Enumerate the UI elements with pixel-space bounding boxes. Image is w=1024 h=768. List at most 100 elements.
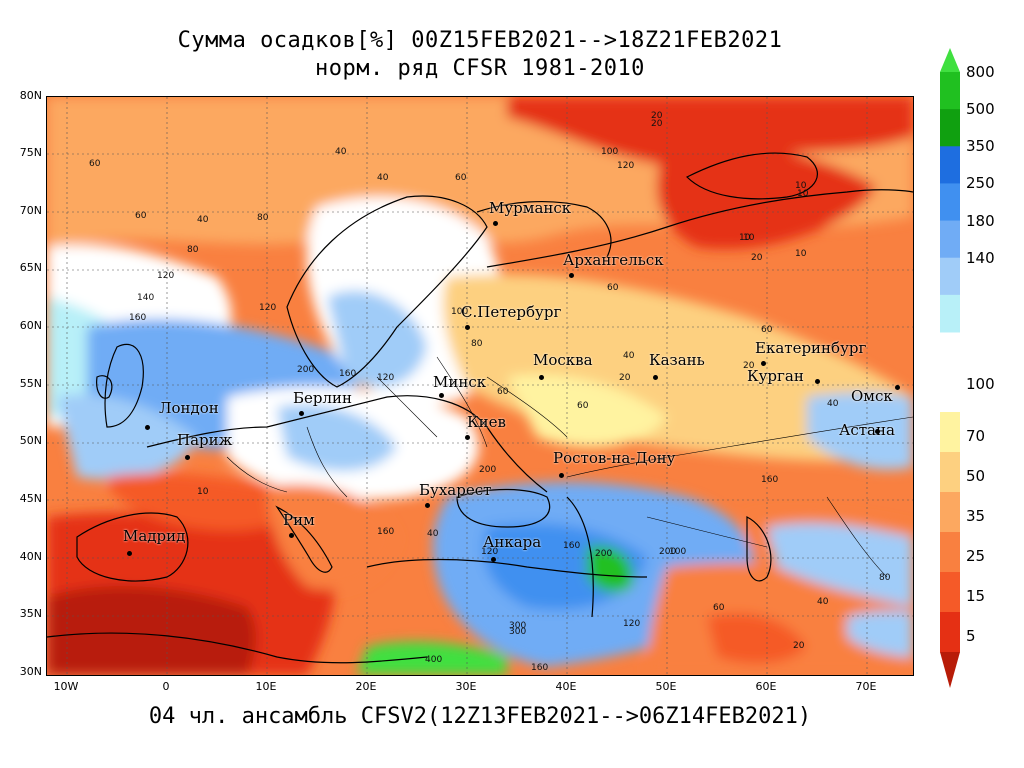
city-label: Омск bbox=[851, 387, 893, 405]
latitude-label: 80N bbox=[19, 89, 42, 102]
contour-value-label: 400 bbox=[425, 655, 443, 665]
contour-value-label: 40 bbox=[335, 147, 347, 157]
contour-value-label: 20 bbox=[751, 253, 763, 263]
legend-value-label: 25 bbox=[966, 547, 986, 565]
legend-value-label: 800 bbox=[966, 63, 995, 81]
contour-value-label: 20 bbox=[619, 373, 631, 383]
contour-value-label: 60 bbox=[761, 325, 773, 335]
color-legend: 800 500 350 250 180 140 100 70 50 35 25 15 5 bbox=[940, 48, 1024, 728]
contour-value-label: 40 bbox=[427, 529, 439, 539]
city-marker bbox=[539, 375, 544, 380]
contour-value-label: 120 bbox=[259, 303, 277, 313]
city-marker bbox=[439, 393, 444, 398]
contour-value-label: 60 bbox=[607, 283, 619, 293]
contour-value-label: 160 bbox=[339, 369, 357, 379]
contour-value-label: 200 bbox=[297, 365, 315, 375]
city-marker bbox=[289, 533, 294, 538]
contour-value-label: 120 bbox=[157, 271, 175, 281]
latitude-label: 65N bbox=[19, 261, 42, 274]
contour-value-label: 160 bbox=[129, 313, 147, 323]
contour-value-label: 40 bbox=[623, 351, 635, 361]
city-label: Курган bbox=[747, 367, 804, 385]
city-label: Анкара bbox=[483, 533, 542, 551]
contour-value-label: 80 bbox=[257, 213, 269, 223]
contour-value-label: 140 bbox=[137, 293, 155, 303]
city-label: Архангельск bbox=[563, 251, 664, 269]
contour-value-label: 200 bbox=[659, 547, 677, 557]
longitude-label: 10E bbox=[255, 680, 277, 693]
contour-value-label: 20 bbox=[651, 119, 663, 129]
latitude-label: 30N bbox=[19, 665, 42, 678]
contour-value-label: 120 bbox=[617, 161, 635, 171]
legend-value-label: 140 bbox=[966, 248, 995, 267]
contour-value-label: 120 bbox=[481, 547, 499, 557]
city-marker bbox=[465, 435, 470, 440]
legend-colorbar bbox=[940, 48, 960, 688]
legend-swatch bbox=[940, 220, 960, 259]
city-label: С.Петербург bbox=[461, 303, 562, 321]
legend-swatch bbox=[940, 452, 960, 493]
longitude-label: 10W bbox=[53, 680, 79, 693]
contour-value-label: 40 bbox=[827, 399, 839, 409]
city-marker bbox=[761, 361, 766, 366]
chart-subtitle: норм. ряд CFSR 1981-2010 bbox=[315, 56, 645, 81]
contour-value-label: 300 bbox=[509, 627, 527, 637]
city-label: Астана bbox=[839, 421, 895, 439]
coastlines bbox=[47, 152, 913, 664]
city-marker bbox=[465, 325, 470, 330]
legend-swatch bbox=[940, 532, 960, 573]
longitude-label: 30E bbox=[455, 680, 477, 693]
precipitation-field bbox=[47, 97, 913, 675]
contour-value-label: 60 bbox=[89, 159, 101, 169]
city-label: Казань bbox=[649, 351, 705, 369]
city-marker bbox=[895, 385, 900, 390]
contour-value-label: 160 bbox=[377, 527, 395, 537]
city-marker bbox=[493, 221, 498, 226]
contour-value-label: 60 bbox=[497, 387, 509, 397]
contour-value-label: 80 bbox=[879, 573, 891, 583]
latitude-label: 45N bbox=[19, 492, 42, 505]
contour-value-label: 10 bbox=[797, 189, 809, 199]
city-label: Бухарест bbox=[419, 481, 492, 499]
city-label: Киев bbox=[467, 413, 506, 431]
latitude-label: 70N bbox=[19, 204, 42, 217]
legend-swatch bbox=[940, 612, 960, 653]
contour-value-label: 20 bbox=[743, 361, 755, 371]
contour-value-label: 60 bbox=[577, 401, 589, 411]
legend-swatch bbox=[940, 572, 960, 613]
contour-value-label: 100 bbox=[601, 147, 619, 157]
city-marker bbox=[425, 503, 430, 508]
legend-value-label: 250 bbox=[966, 174, 995, 193]
longitude-label: 0 bbox=[162, 680, 170, 693]
city-label: Мадрид bbox=[123, 527, 186, 545]
contour-value-label: 40 bbox=[817, 597, 829, 607]
legend-swatch bbox=[940, 183, 960, 222]
legend-swatch bbox=[940, 412, 960, 453]
contour-value-label: 20 bbox=[793, 641, 805, 651]
longitude-label: 50E bbox=[655, 680, 677, 693]
city-label: Лондон bbox=[159, 399, 219, 417]
city-label: Ростов-на-Дону bbox=[553, 449, 676, 467]
contour-value-label: 10 bbox=[795, 249, 807, 259]
longitude-label: 60E bbox=[755, 680, 777, 693]
legend-swatch bbox=[940, 109, 960, 147]
legend-swatch bbox=[940, 492, 960, 533]
longitude-label: 20E bbox=[355, 680, 377, 693]
city-marker bbox=[127, 551, 132, 556]
city-marker bbox=[185, 455, 190, 460]
precipitation-map: 20 60 40 60 100 120 10 10 10 20 60 40 40 60 80 80 120 140… bbox=[46, 96, 914, 676]
legend-value-label: 180 bbox=[966, 211, 995, 230]
contour-value-label: 120 bbox=[623, 619, 641, 629]
contour-value-label: 20 bbox=[651, 111, 663, 121]
latitude-label: 55N bbox=[19, 377, 42, 390]
contour-value-label: 60 bbox=[713, 603, 725, 613]
map-grid bbox=[47, 97, 913, 675]
city-label: Минск bbox=[433, 373, 487, 391]
legend-value-label: 15 bbox=[966, 587, 986, 605]
contour-value-label: 120 bbox=[377, 373, 395, 383]
legend-swatch bbox=[940, 294, 960, 333]
latitude-label: 60N bbox=[19, 319, 42, 332]
legend-value-label: 50 bbox=[966, 467, 986, 485]
city-label: Мурманск bbox=[489, 199, 572, 217]
contour-value-label: 80 bbox=[471, 339, 483, 349]
